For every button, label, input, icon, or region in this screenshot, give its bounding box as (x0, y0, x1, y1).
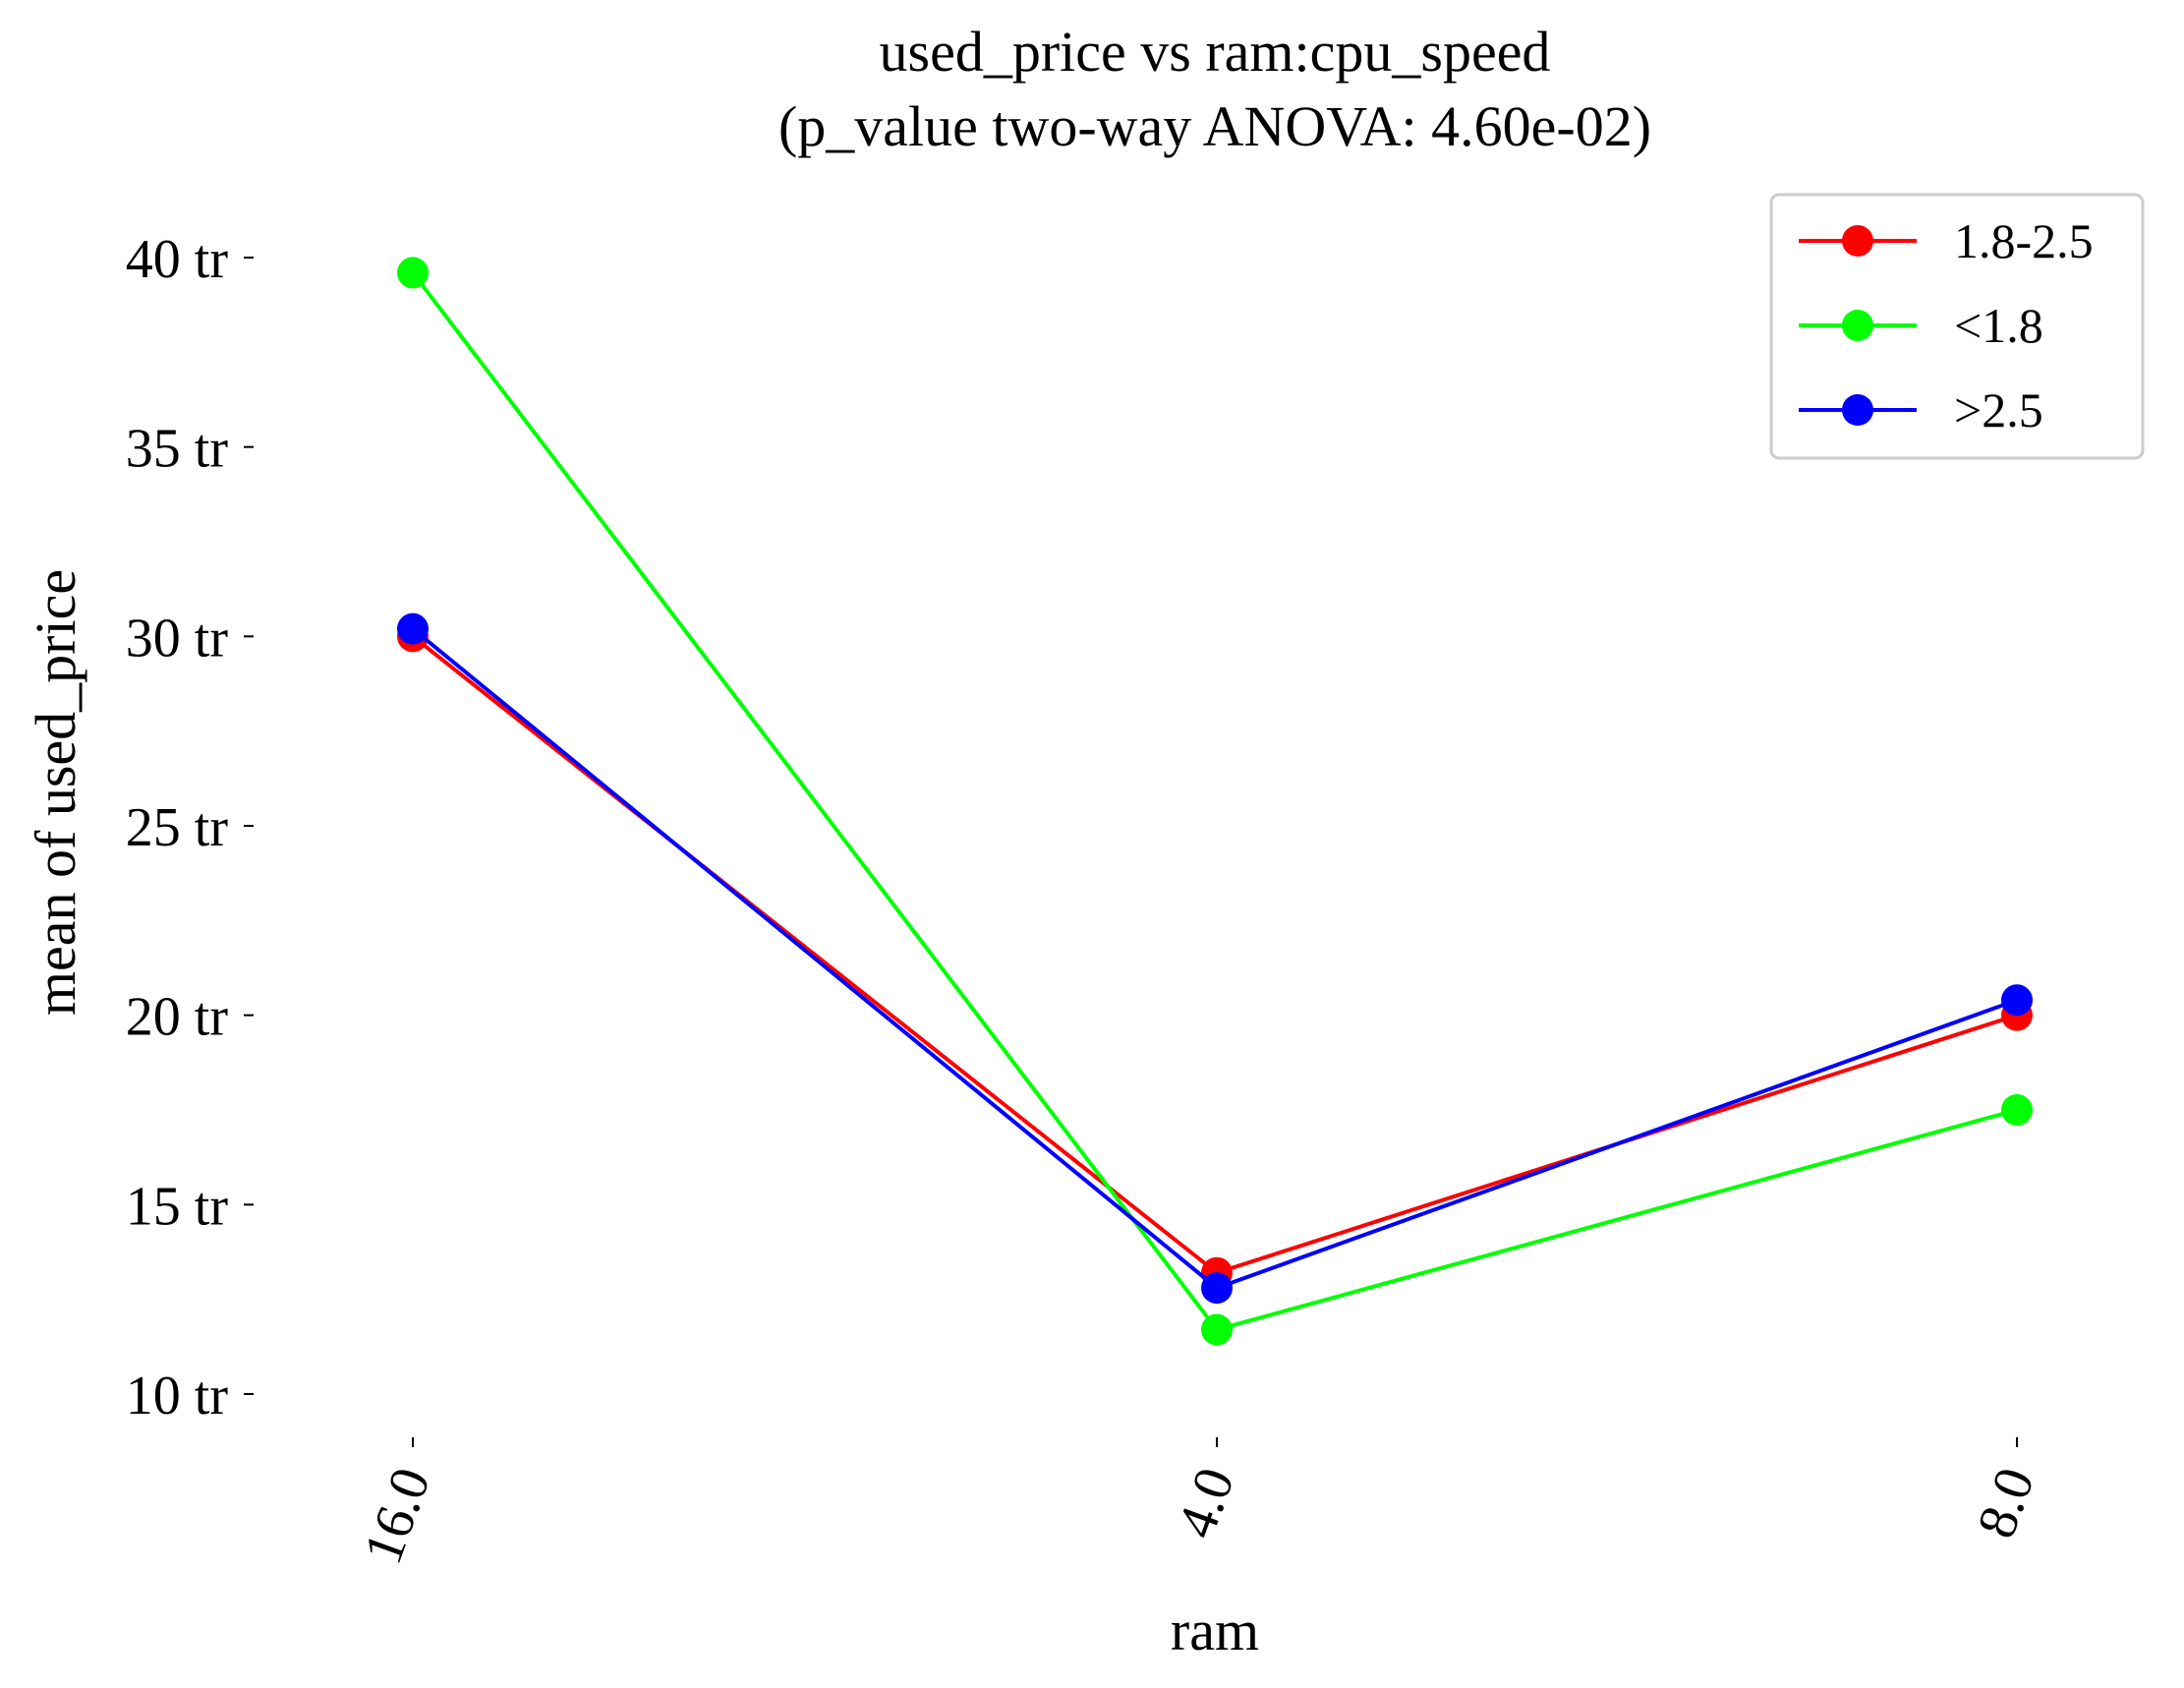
legend-frame (1769, 193, 2145, 460)
legend-marker (1842, 225, 1873, 257)
y-tick-label: 15 tr (126, 1176, 229, 1237)
y-axis-ticks: 10 tr 15 tr 20 tr 25 tr 30 tr 35 tr 40 tr (126, 229, 254, 1426)
data-point (1201, 1313, 1233, 1346)
y-axis-label: mean of used_price (24, 569, 87, 1016)
x-axis-ticks: 16.0 4.0 8.0 (352, 1437, 2046, 1572)
legend-label: 1.8-2.5 (1954, 213, 2094, 268)
data-point (397, 612, 429, 645)
y-tick-label: 20 tr (126, 987, 229, 1048)
legend-marker (1842, 310, 1873, 341)
y-tick-label: 35 tr (126, 419, 229, 480)
x-tick-label: 4.0 (1166, 1460, 1246, 1545)
data-point (397, 257, 429, 289)
y-tick-label: 25 tr (126, 797, 229, 858)
x-axis-label: ram (1171, 1599, 1259, 1662)
y-tick-label: 30 tr (126, 608, 229, 669)
legend: 1.8-2.5 <1.8 >2.5 (1769, 193, 2145, 460)
data-point (2001, 1094, 2033, 1126)
y-tick-label: 10 tr (126, 1366, 229, 1426)
data-point (1201, 1272, 1233, 1305)
x-tick-label: 16.0 (352, 1460, 442, 1571)
chart-subtitle: (p_value two-way ANOVA: 4.60e-02) (778, 94, 1651, 158)
data-point (2001, 984, 2033, 1017)
legend-label: <1.8 (1954, 298, 2043, 353)
chart-title: used_price vs ram:cpu_speed (880, 20, 1551, 84)
series-line (411, 627, 2018, 1291)
x-tick-label: 8.0 (1966, 1460, 2046, 1545)
y-tick-label: 40 tr (126, 229, 229, 290)
series-layer (397, 257, 2033, 1346)
legend-label: >2.5 (1954, 382, 2043, 437)
legend-marker (1842, 394, 1873, 426)
